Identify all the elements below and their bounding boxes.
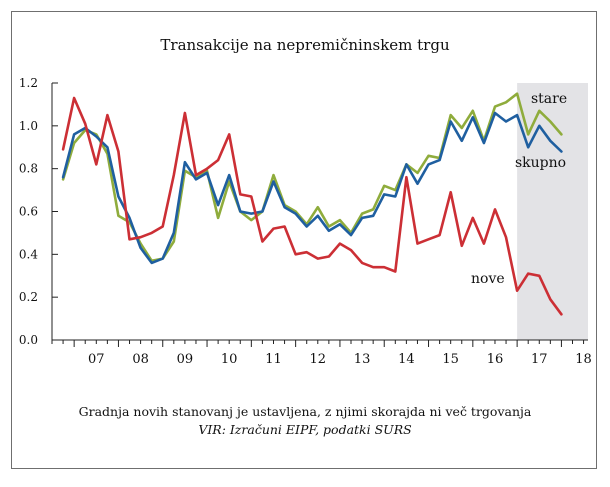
y-tick-label: 1.0 [19, 119, 38, 133]
x-tick-label: 10 [221, 352, 238, 367]
y-tick-label: 0.4 [19, 247, 38, 261]
series-line-skupno [61, 111, 563, 265]
series-line-nove [61, 96, 563, 316]
y-tick-label: 0.6 [19, 205, 38, 219]
x-tick-label: 08 [132, 352, 149, 367]
x-tick-label: 18 [575, 352, 592, 367]
x-tick-label: 13 [354, 352, 371, 367]
x-tick-label: 11 [265, 352, 282, 367]
x-tick-label: 15 [442, 352, 459, 367]
x-tick-label: 17 [531, 352, 548, 367]
chart-frame [11, 11, 597, 469]
y-tick-label: 0.0 [19, 333, 38, 347]
series-line-stare [61, 92, 563, 263]
x-tick-label: 12 [310, 352, 327, 367]
y-tick-label: 0.8 [19, 162, 38, 176]
series-label-nove: nove [471, 271, 505, 287]
x-tick-label: 07 [88, 352, 105, 367]
y-tick-label: 0.2 [19, 290, 38, 304]
chart-source: VIR: Izračuni EIPF, podatki SURS [198, 422, 412, 437]
x-tick-label: 09 [177, 352, 194, 367]
chart-title: Transakcije na nepremičninskem trgu [160, 36, 450, 54]
y-tick-label: 1.2 [19, 76, 38, 90]
x-tick-label: 14 [398, 352, 415, 367]
series-label-stare: stare [531, 91, 567, 107]
x-tick-label: 16 [487, 352, 504, 367]
series-label-skupno: skupno [515, 155, 566, 171]
chart-caption: Gradnja novih stanovanj je ustavljena, z… [78, 404, 532, 419]
